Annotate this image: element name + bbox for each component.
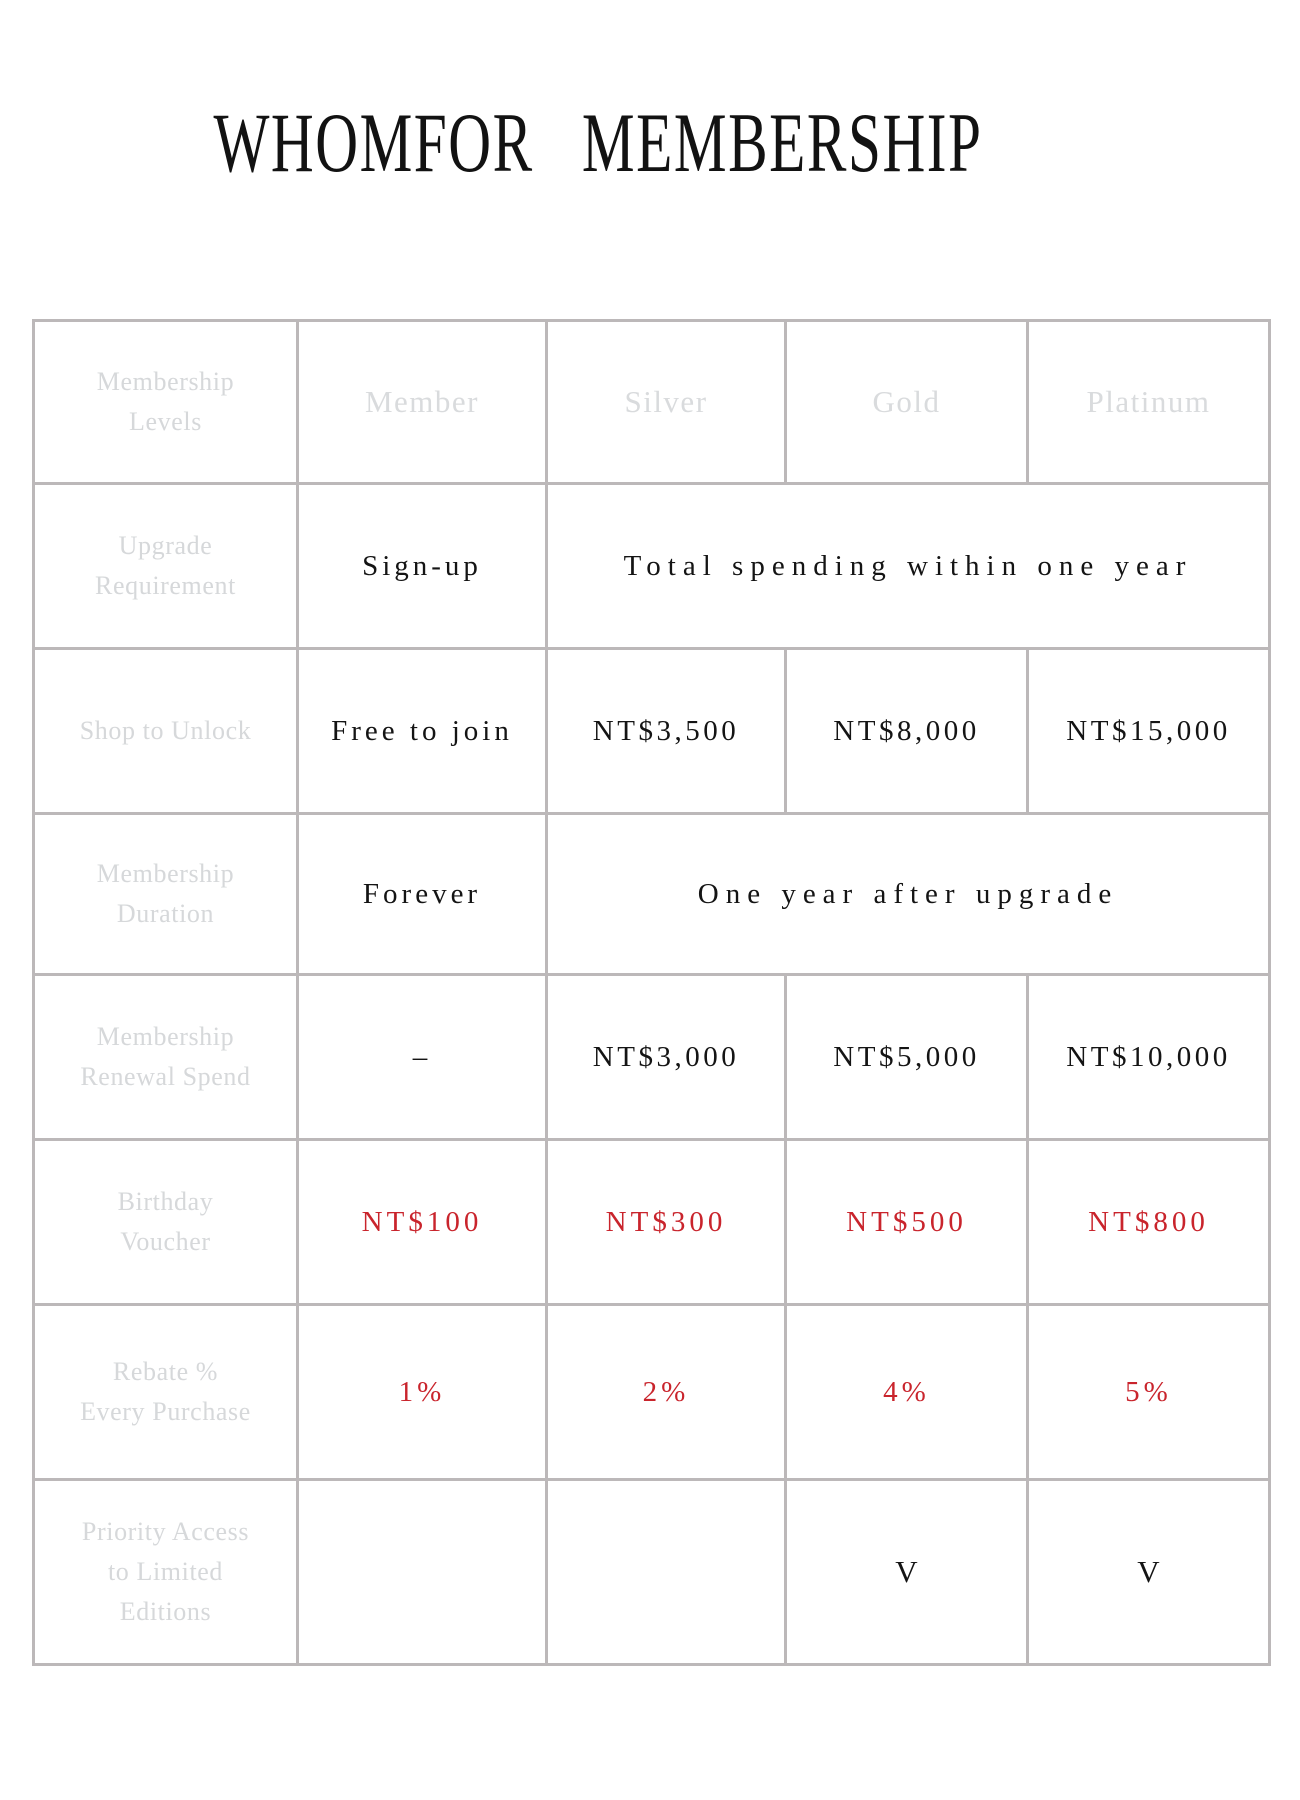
cell-priority-member bbox=[296, 1478, 548, 1666]
membership-table: Membership Levels Member Silver Gold Pla… bbox=[32, 319, 1271, 1666]
page-title: WHOMFOR MEMBERSHIP bbox=[213, 95, 983, 190]
cell-birthday-member: NT$100 bbox=[296, 1138, 548, 1306]
cell-rebate-silver: 2% bbox=[545, 1303, 787, 1481]
cell-shop-platinum: NT$15,000 bbox=[1026, 647, 1271, 815]
header-cell-levels: Membership Levels bbox=[32, 319, 299, 485]
cell-shop-member: Free to join bbox=[296, 647, 548, 815]
cell-birthday-silver: NT$300 bbox=[545, 1138, 787, 1306]
header-cell-gold: Gold bbox=[784, 319, 1029, 485]
row-label-birthday-voucher: Birthday Voucher bbox=[32, 1138, 299, 1306]
row-priority-access: Priority Access to Limited Editions V V bbox=[32, 1478, 1271, 1666]
cell-upgrade-merged: Total spending within one year bbox=[545, 482, 1271, 650]
cell-priority-gold-check: V bbox=[784, 1478, 1029, 1666]
cell-priority-platinum-check: V bbox=[1026, 1478, 1271, 1666]
cell-duration-merged: One year after upgrade bbox=[545, 812, 1271, 976]
header-row: Membership Levels Member Silver Gold Pla… bbox=[32, 319, 1271, 485]
row-upgrade-requirement: Upgrade Requirement Sign-up Total spendi… bbox=[32, 482, 1271, 650]
header-cell-platinum: Platinum bbox=[1026, 319, 1271, 485]
row-membership-renewal-spend: Membership Renewal Spend – NT$3,000 NT$5… bbox=[32, 973, 1271, 1141]
row-label-priority-access: Priority Access to Limited Editions bbox=[32, 1478, 299, 1666]
cell-rebate-member: 1% bbox=[296, 1303, 548, 1481]
cell-renewal-gold: NT$5,000 bbox=[784, 973, 1029, 1141]
title-bar: WHOMFOR MEMBERSHIP bbox=[0, 0, 1300, 190]
membership-table-container: Membership Levels Member Silver Gold Pla… bbox=[32, 319, 1300, 1666]
cell-birthday-gold: NT$500 bbox=[784, 1138, 1029, 1306]
row-label-membership-renewal-spend: Membership Renewal Spend bbox=[32, 973, 299, 1141]
cell-renewal-member: – bbox=[296, 973, 548, 1141]
cell-renewal-silver: NT$3,000 bbox=[545, 973, 787, 1141]
row-label-rebate-percent: Rebate % Every Purchase bbox=[32, 1303, 299, 1481]
row-membership-duration: Membership Duration Forever One year aft… bbox=[32, 812, 1271, 976]
row-label-shop-to-unlock: Shop to Unlock bbox=[32, 647, 299, 815]
cell-birthday-platinum: NT$800 bbox=[1026, 1138, 1271, 1306]
row-birthday-voucher: Birthday Voucher NT$100 NT$300 NT$500 NT… bbox=[32, 1138, 1271, 1306]
cell-shop-silver: NT$3,500 bbox=[545, 647, 787, 815]
row-label-upgrade-requirement: Upgrade Requirement bbox=[32, 482, 299, 650]
cell-renewal-platinum: NT$10,000 bbox=[1026, 973, 1271, 1141]
row-rebate-percent: Rebate % Every Purchase 1% 2% 4% 5% bbox=[32, 1303, 1271, 1481]
cell-rebate-gold: 4% bbox=[784, 1303, 1029, 1481]
cell-upgrade-member: Sign-up bbox=[296, 482, 548, 650]
cell-duration-member: Forever bbox=[296, 812, 548, 976]
header-cell-member: Member bbox=[296, 319, 548, 485]
cell-shop-gold: NT$8,000 bbox=[784, 647, 1029, 815]
row-label-membership-duration: Membership Duration bbox=[32, 812, 299, 976]
row-shop-to-unlock: Shop to Unlock Free to join NT$3,500 NT$… bbox=[32, 647, 1271, 815]
header-cell-silver: Silver bbox=[545, 319, 787, 485]
cell-priority-silver bbox=[545, 1478, 787, 1666]
cell-rebate-platinum: 5% bbox=[1026, 1303, 1271, 1481]
